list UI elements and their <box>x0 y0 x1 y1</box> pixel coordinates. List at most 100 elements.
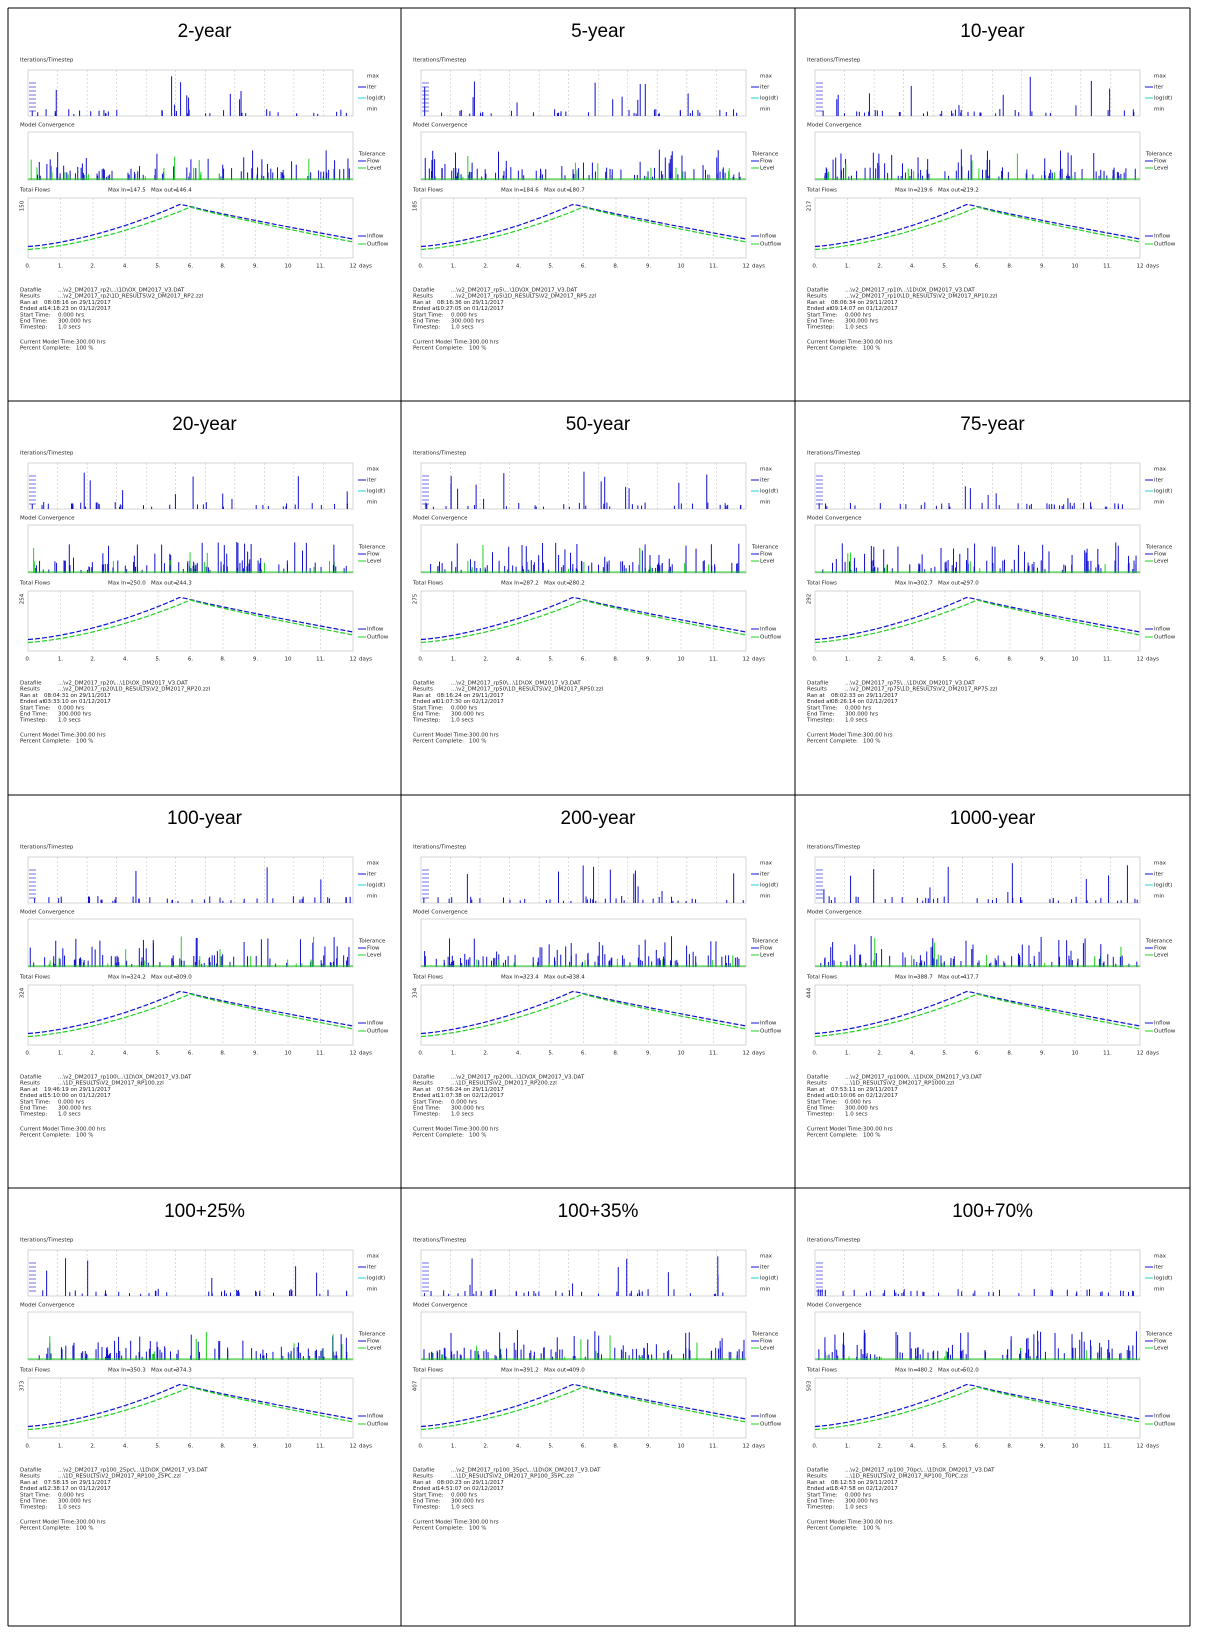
info-value: 100 % <box>863 1526 880 1532</box>
max-in-value: 287.2 <box>523 581 539 587</box>
x-unit-label: days <box>1146 1051 1159 1057</box>
info-line: Ran at <box>413 300 432 306</box>
y-top-label: 373 <box>20 1380 26 1391</box>
legend-label: Tolerance <box>751 152 779 158</box>
legend-label: Level <box>367 953 382 959</box>
x-unit-label: days <box>752 1444 765 1450</box>
legend-label: min <box>367 894 378 900</box>
info-value: 300.000 hrs <box>58 1499 91 1505</box>
info-line: Ran at <box>807 1480 826 1486</box>
x-tick-label: 10 <box>285 657 292 663</box>
info-label: Timestep: <box>806 1505 834 1511</box>
info-label: End Time: <box>20 1106 48 1112</box>
legend-label: Inflow <box>367 1021 384 1027</box>
legend-label: log(dt) <box>367 96 385 102</box>
y-top-label: 150 <box>20 200 26 211</box>
legend-label: Outflow <box>1154 242 1176 248</box>
x-tick-label: 10 <box>285 264 292 270</box>
info-value: 01:07:30 on 02/12/2017 <box>437 699 504 705</box>
legend-label: Inflow <box>367 627 384 633</box>
chart-label: Total Flows <box>412 1368 443 1374</box>
info-value: 300.000 hrs <box>845 1106 878 1112</box>
screenshot-grid: 2-yearIterations/Timestepmaxiterlog(dt)m… <box>0 0 1230 1632</box>
x-tick-label: 12 <box>743 264 750 270</box>
max-out-label: Max out= <box>938 188 965 194</box>
x-tick-label: 0. <box>812 1051 817 1057</box>
info-line: Ended at <box>20 306 45 312</box>
info-value: 1.0 secs <box>845 718 868 724</box>
x-tick-label: 2. <box>483 1444 488 1450</box>
chart-label: Iterations/Timestep <box>20 1238 74 1244</box>
info-label: Start Time: <box>807 1099 838 1105</box>
legend-label: Flow <box>1154 946 1167 952</box>
info-label: Percent Complete: <box>413 739 464 745</box>
legend-label: iter <box>367 872 377 878</box>
info-label: End Time: <box>807 319 835 325</box>
legend-label: Tolerance <box>1145 152 1173 158</box>
info-label: Datafile <box>20 1468 42 1474</box>
info-value: ...\1D_RESULTS\V2_DM2017_RP200.zzl <box>451 1081 557 1087</box>
x-tick-label: 10 <box>285 1444 292 1450</box>
info-value: 100 % <box>469 1133 486 1139</box>
legend-label: max <box>367 861 380 867</box>
y-top-label: 324 <box>20 987 26 998</box>
plot-frame <box>28 919 353 967</box>
chart-label: Model Convergence <box>807 123 862 129</box>
y-top-label: 503 <box>807 1380 813 1391</box>
legend-label: Tolerance <box>751 939 779 945</box>
legend-label: iter <box>367 478 377 484</box>
info-label: Results <box>20 1081 40 1087</box>
x-tick-label: 9. <box>253 264 258 270</box>
legend-label: log(dt) <box>1154 883 1172 889</box>
plot-frame <box>815 919 1140 967</box>
chart-label: Model Convergence <box>807 516 862 522</box>
chart-label: Model Convergence <box>807 1303 862 1309</box>
legend-label: min <box>1154 1287 1165 1293</box>
x-tick-label: 8. <box>613 264 618 270</box>
info-value: 03:33:10 on 01/12/2017 <box>44 699 111 705</box>
info-value: 100 % <box>76 1133 93 1139</box>
info-value: 08:04:31 on 29/11/2017 <box>44 693 111 699</box>
x-tick-label: 4. <box>123 1444 128 1450</box>
legend-label: min <box>760 107 771 113</box>
chart-label: Iterations/Timestep <box>413 845 467 851</box>
legend-label: iter <box>1154 1265 1164 1271</box>
x-tick-label: 9. <box>253 1051 258 1057</box>
info-label: Start Time: <box>807 312 838 318</box>
x-tick-label: 12 <box>1137 1051 1144 1057</box>
x-tick-label: 1. <box>58 264 63 270</box>
x-tick-label: 10 <box>678 1444 685 1450</box>
legend-label: min <box>367 1287 378 1293</box>
max-in-value: 184.6 <box>523 188 539 194</box>
x-tick-label: 9. <box>646 1051 651 1057</box>
info-value: 300.000 hrs <box>451 319 484 325</box>
x-tick-label: 10 <box>1072 1444 1079 1450</box>
x-tick-label: 12 <box>350 1051 357 1057</box>
info-value: 08:26:14 on 02/12/2017 <box>831 699 898 705</box>
legend-label: log(dt) <box>760 489 778 495</box>
info-label: End Time: <box>807 1106 835 1112</box>
x-tick-label: 8. <box>1007 1444 1012 1450</box>
chart-label: Iterations/Timestep <box>807 1238 861 1244</box>
legend-label: Inflow <box>1154 627 1171 633</box>
legend-label: log(dt) <box>1154 1276 1172 1282</box>
x-tick-label: 12 <box>743 657 750 663</box>
plot-frame <box>28 70 353 116</box>
info-value: ...\v2_DM2017_rp75\...\1D\OX_DM2017_V3.D… <box>845 681 975 687</box>
info-label: Timestep: <box>806 325 834 331</box>
info-value: 300.000 hrs <box>845 712 878 718</box>
x-tick-label: 0. <box>812 264 817 270</box>
max-out-label: Max out= <box>544 975 571 981</box>
max-out-value: 338.4 <box>569 975 585 981</box>
chart-label: Total Flows <box>412 975 443 981</box>
info-label: Timestep: <box>806 1112 834 1118</box>
info-value: 1.0 secs <box>451 1112 474 1118</box>
info-value: 100 % <box>76 739 93 745</box>
x-tick-label: 11. <box>709 1444 718 1450</box>
info-value: ...\v2_DM2017_rp5\...\1D\OX_DM2017_V3.DA… <box>451 288 578 294</box>
info-label: End Time: <box>20 1499 48 1505</box>
x-tick-label: 0. <box>418 1444 423 1450</box>
x-tick-label: 8. <box>1007 264 1012 270</box>
chart-label: Iterations/Timestep <box>413 58 467 64</box>
legend-label: Outflow <box>367 242 389 248</box>
